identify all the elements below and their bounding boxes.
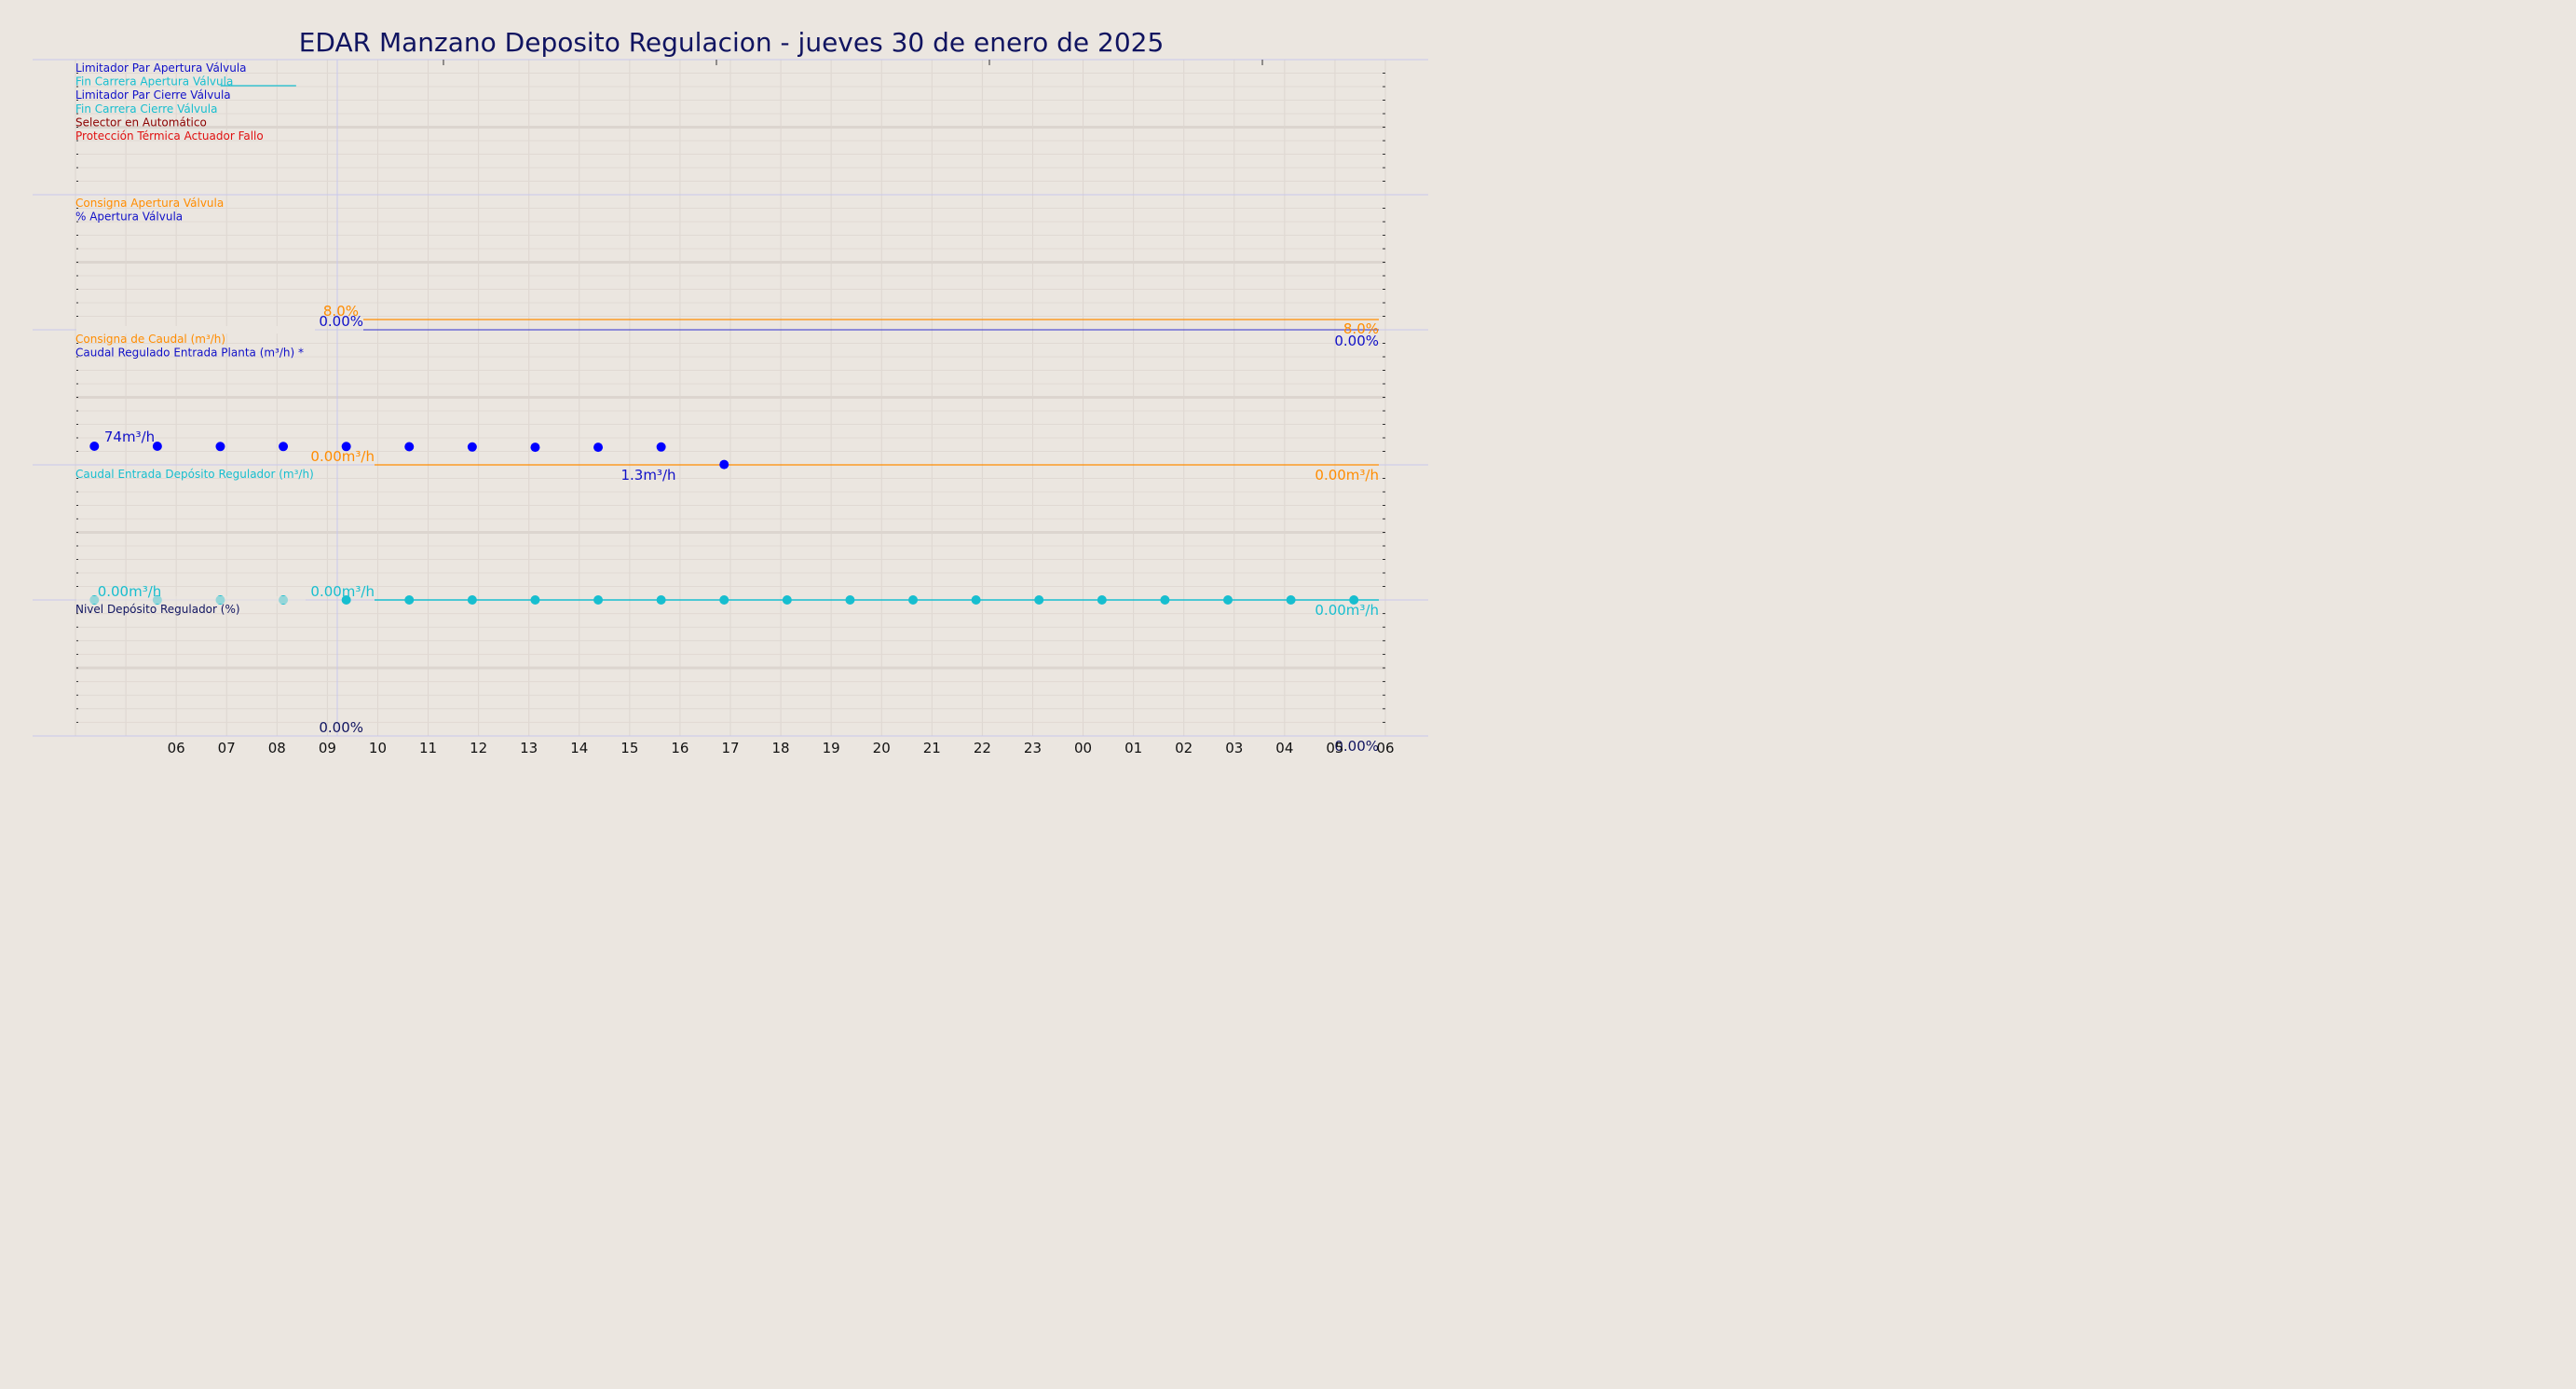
data-point-caudal-deposito: [1349, 595, 1359, 605]
chart-title: EDAR Manzano Deposito Regulacion - jueve…: [299, 27, 1165, 58]
data-point-caudal-deposito: [656, 595, 666, 605]
x-tick-label: 17: [721, 740, 739, 756]
data-point-caudal: [215, 442, 225, 452]
data-point-caudal: [152, 442, 162, 451]
legend-entry: Consigna de Caudal (m³/h): [75, 333, 225, 346]
x-tick-label: 05: [1326, 740, 1343, 756]
data-point-caudal-deposito: [341, 595, 351, 605]
legend-entry: Fin Carrera Apertura Válvula: [75, 75, 233, 89]
legend-entry: Limitador Par Apertura Válvula: [75, 61, 247, 75]
x-tick-label: 09: [319, 740, 336, 756]
x-axis: 06 07 08 09 10 11 12 13 14 15 16 17 18 19 20 21 22 23 00 01…: [168, 60, 1395, 756]
data-point-caudal-deposito: [971, 595, 981, 605]
x-tick-label: 18: [772, 740, 790, 756]
data-point-caudal: [719, 459, 729, 470]
value-label: 0.00%: [319, 313, 363, 330]
value-label: 0.00%: [319, 719, 363, 736]
value-label: 1.3m³/h: [620, 467, 675, 483]
x-tick-label: 19: [823, 740, 840, 756]
legend-entry: Caudal Entrada Depósito Regulador (m³/h): [75, 468, 314, 481]
series: [76, 85, 1379, 737]
x-tick-label: 01: [1124, 740, 1142, 756]
x-tick-label: 03: [1225, 740, 1243, 756]
x-tick-label: 23: [1024, 740, 1042, 756]
x-tick-label: 12: [470, 740, 487, 756]
legend-entry: Limitador Par Cierre Válvula: [75, 89, 231, 102]
value-label: 74m³/h: [104, 429, 155, 445]
data-point-caudal: [530, 443, 540, 453]
value-label: 0.00m³/h: [310, 448, 375, 465]
data-point-caudal-deposito: [845, 595, 855, 605]
chart-svg: 8.0%0.00% 8.0%0.00%74m³/h1.3m³/h0.00m³/h0…: [33, 27, 1428, 756]
data-point-caudal: [467, 442, 477, 452]
data-point-caudal-deposito: [467, 595, 477, 605]
data-point-caudal-deposito: [908, 595, 919, 605]
x-tick-label: 21: [923, 740, 941, 756]
data-point-caudal: [656, 442, 666, 452]
x-tick-label: 11: [419, 740, 437, 756]
data-point-caudal: [404, 442, 415, 452]
grid: [75, 60, 1386, 736]
legend-entry: Consigna Apertura Válvula: [75, 197, 224, 210]
legend-entry: Caudal Regulado Entrada Planta (m³/h) *: [75, 347, 304, 360]
data-point-caudal-deposito: [1286, 595, 1296, 605]
legend-entry: % Apertura Válvula: [75, 211, 183, 224]
x-tick-label: 20: [873, 740, 891, 756]
data-point-caudal: [279, 442, 289, 452]
label-background: [76, 326, 315, 334]
data-point-caudal-deposito: [1160, 595, 1170, 605]
value-label: 0.00m³/h: [310, 583, 375, 600]
data-point-caudal-deposito: [530, 595, 540, 605]
value-label: 0.00%: [1334, 333, 1379, 349]
x-tick-label: 15: [620, 740, 638, 756]
legend-entry: Fin Carrera Cierre Válvula: [75, 102, 217, 116]
x-tick-label: 06: [168, 740, 185, 756]
legend-entry: Selector en Automático: [75, 116, 207, 129]
data-point-caudal-deposito: [404, 595, 415, 605]
data-point-caudal-deposito: [782, 595, 792, 605]
legend-entry: Protección Térmica Actuador Fallo: [75, 129, 264, 143]
value-label: 0.00m³/h: [98, 583, 162, 600]
x-tick-label: 10: [369, 740, 387, 756]
x-tick-label: 00: [1074, 740, 1092, 756]
data-point-caudal-deposito: [1223, 595, 1233, 605]
legend-entry: Nivel Depósito Regulador (%): [75, 603, 240, 616]
x-tick-label: 06: [1376, 740, 1394, 756]
x-tick-label: 02: [1175, 740, 1193, 756]
x-tick-label: 04: [1275, 740, 1293, 756]
data-point-caudal: [341, 442, 351, 452]
data-point-caudal: [593, 443, 604, 453]
value-label: 0.00m³/h: [1315, 467, 1379, 483]
x-tick-label: 14: [570, 740, 588, 756]
value-label: 8.0%: [1343, 320, 1379, 337]
x-tick-label: 16: [671, 740, 688, 756]
data-point-caudal-deposito: [1034, 595, 1044, 605]
x-tick-label: 07: [218, 740, 236, 756]
value-label: 0.00%: [1334, 738, 1379, 755]
data-point-caudal: [89, 442, 100, 451]
value-label: 8.0%: [323, 303, 359, 320]
x-tick-label: 22: [974, 740, 991, 756]
x-tick-label: 13: [520, 740, 538, 756]
data-point-caudal-deposito: [719, 595, 729, 605]
data-point-caudal-deposito: [593, 595, 604, 605]
label-background: [76, 596, 306, 604]
value-label: 0.00m³/h: [1315, 602, 1379, 619]
x-tick-label: 08: [268, 740, 286, 756]
data-point-caudal-deposito: [1097, 595, 1107, 605]
value-labels: 8.0%0.00% 8.0%0.00%74m³/h1.3m³/h0.00m³/h0…: [98, 303, 1379, 755]
